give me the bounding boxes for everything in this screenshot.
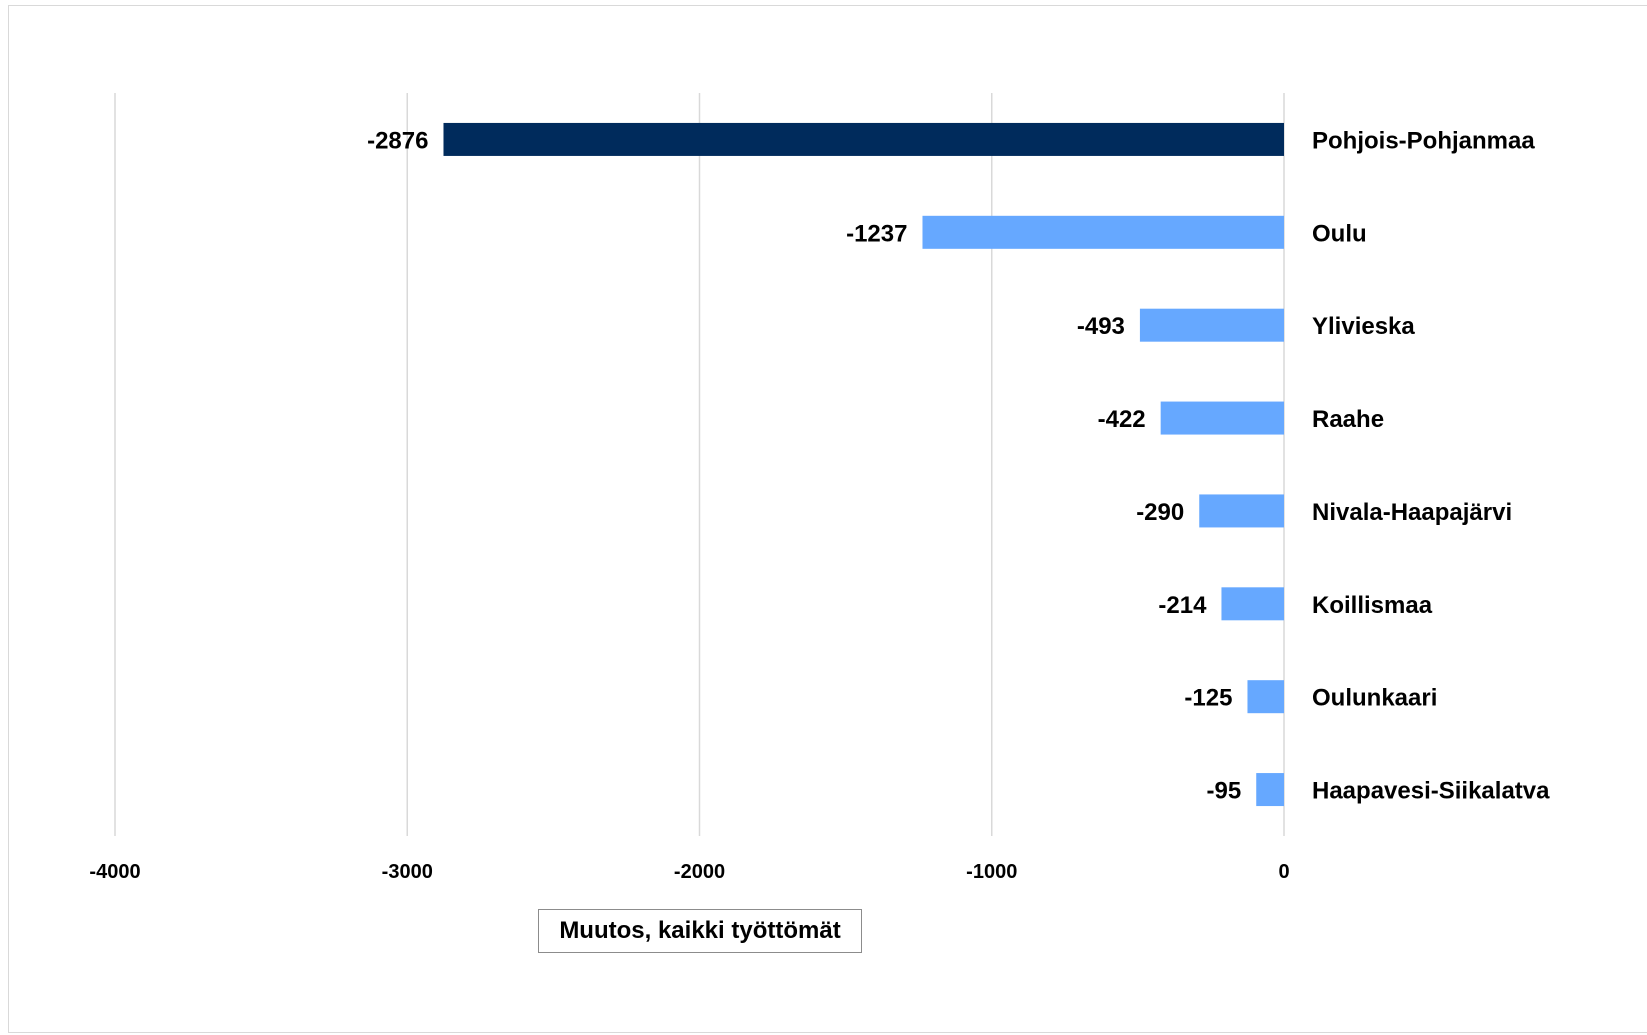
chart-frame — [8, 5, 1647, 1033]
x-tick-label: 0 — [1278, 861, 1289, 883]
category-label: Koillismaa — [1312, 592, 1433, 619]
data-label: -1237 — [846, 220, 907, 247]
data-label: -2876 — [367, 127, 428, 154]
bar — [1221, 587, 1284, 621]
x-axis-title: Muutos, kaikki työttömät — [538, 909, 862, 953]
x-tick-label: -2000 — [674, 861, 725, 883]
category-label: Raahe — [1312, 406, 1384, 433]
data-label: -125 — [1184, 685, 1232, 712]
bar — [1256, 773, 1284, 807]
x-tick-label: -3000 — [382, 861, 433, 883]
data-label: -290 — [1136, 499, 1184, 526]
category-label: Ylivieska — [1312, 313, 1415, 340]
data-label: -422 — [1098, 406, 1146, 433]
bar — [1160, 401, 1284, 435]
bar — [443, 122, 1284, 156]
category-label: Haapavesi-Siikalatva — [1312, 778, 1550, 805]
x-tick-label: -1000 — [966, 861, 1017, 883]
category-label: Pohjois-Pohjanmaa — [1312, 127, 1535, 154]
category-label: Oulunkaari — [1312, 685, 1437, 712]
bar — [1139, 308, 1284, 342]
data-label: -493 — [1077, 313, 1125, 340]
category-label: Nivala-Haapajärvi — [1312, 499, 1512, 526]
bar — [922, 215, 1284, 249]
data-label: -214 — [1158, 592, 1207, 619]
bar — [1199, 494, 1284, 528]
bar — [1247, 680, 1284, 714]
x-tick-label: -4000 — [89, 861, 140, 883]
category-label: Oulu — [1312, 220, 1367, 247]
data-label: -95 — [1207, 778, 1242, 805]
